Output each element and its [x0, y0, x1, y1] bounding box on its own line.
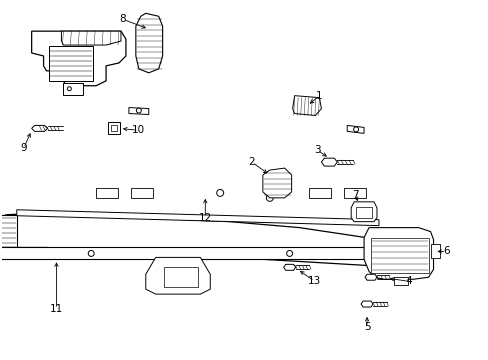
- Text: 12: 12: [198, 213, 211, 223]
- Circle shape: [67, 87, 71, 91]
- Bar: [429, 244, 440, 258]
- Polygon shape: [32, 125, 47, 131]
- Polygon shape: [292, 96, 321, 116]
- Text: 5: 5: [363, 322, 369, 332]
- Circle shape: [286, 251, 292, 256]
- Polygon shape: [0, 214, 418, 267]
- Text: 9: 9: [20, 143, 27, 153]
- Bar: [355, 207, 371, 218]
- Bar: [309, 188, 331, 198]
- Polygon shape: [17, 210, 378, 226]
- Polygon shape: [145, 257, 210, 294]
- Text: 4: 4: [405, 276, 411, 286]
- Text: 3: 3: [313, 145, 320, 155]
- Polygon shape: [0, 215, 17, 249]
- Bar: [131, 188, 152, 198]
- Circle shape: [266, 194, 273, 201]
- Bar: [393, 277, 407, 285]
- Circle shape: [216, 189, 223, 196]
- Polygon shape: [346, 125, 364, 133]
- Polygon shape: [360, 301, 372, 307]
- Polygon shape: [129, 108, 148, 114]
- Text: 2: 2: [248, 157, 255, 167]
- Text: 11: 11: [50, 304, 63, 314]
- Bar: [344, 188, 366, 198]
- Circle shape: [88, 251, 94, 256]
- Polygon shape: [263, 168, 291, 198]
- Polygon shape: [364, 228, 433, 279]
- Polygon shape: [283, 264, 295, 270]
- Bar: [48, 46, 93, 81]
- Polygon shape: [350, 202, 376, 222]
- Text: 6: 6: [442, 247, 449, 256]
- Text: 8: 8: [120, 14, 126, 24]
- Circle shape: [136, 108, 141, 113]
- Polygon shape: [32, 31, 126, 86]
- Bar: [63, 83, 83, 95]
- Bar: [111, 125, 117, 131]
- Polygon shape: [61, 31, 121, 45]
- Bar: [0, 247, 418, 260]
- Polygon shape: [136, 13, 163, 73]
- Polygon shape: [378, 247, 418, 271]
- Bar: [163, 267, 198, 287]
- Bar: [108, 122, 120, 134]
- Text: 10: 10: [132, 125, 145, 135]
- Polygon shape: [321, 158, 337, 166]
- Text: 13: 13: [307, 276, 321, 286]
- Bar: [96, 188, 118, 198]
- Circle shape: [353, 127, 358, 132]
- Text: 7: 7: [351, 190, 358, 200]
- Bar: [370, 238, 427, 273]
- Text: 1: 1: [315, 91, 322, 101]
- Polygon shape: [365, 274, 376, 280]
